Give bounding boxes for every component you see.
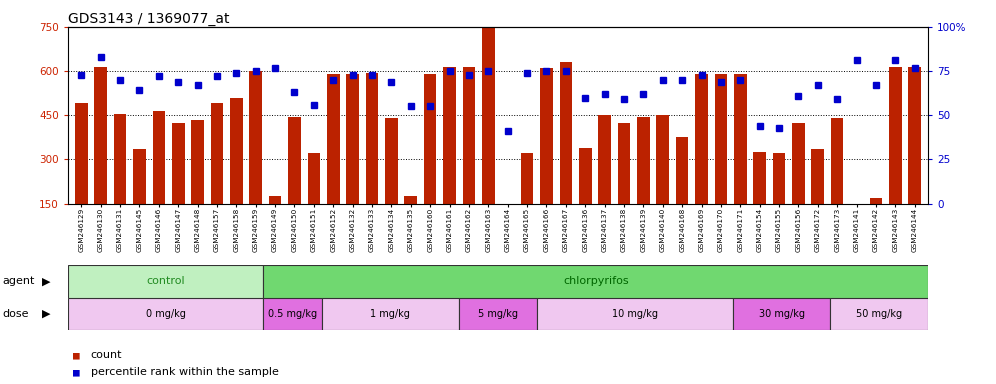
Bar [870, 198, 882, 204]
Text: 30 mg/kg: 30 mg/kg [759, 309, 805, 319]
Bar [560, 62, 572, 204]
Bar [656, 115, 669, 204]
Bar [482, 28, 495, 204]
Bar [521, 154, 534, 204]
Text: ■: ■ [73, 350, 80, 360]
Bar [263, 298, 322, 330]
Bar [695, 74, 708, 204]
Bar [831, 298, 928, 330]
Bar [152, 111, 165, 204]
Bar [114, 114, 126, 204]
Bar [269, 196, 282, 204]
Bar [462, 67, 475, 204]
Bar [75, 103, 88, 204]
Bar [211, 103, 223, 204]
Text: 50 mg/kg: 50 mg/kg [857, 309, 902, 319]
Bar [812, 149, 824, 204]
Text: control: control [146, 276, 185, 286]
Bar [288, 117, 301, 204]
Text: 1 mg/kg: 1 mg/kg [371, 309, 410, 319]
Bar [263, 265, 928, 298]
Bar [133, 149, 145, 204]
Text: 10 mg/kg: 10 mg/kg [612, 309, 658, 319]
Text: 0.5 mg/kg: 0.5 mg/kg [268, 309, 317, 319]
Bar [230, 98, 243, 204]
Bar [889, 67, 901, 204]
Text: agent: agent [2, 276, 35, 286]
Bar [327, 74, 340, 204]
Text: GDS3143 / 1369077_at: GDS3143 / 1369077_at [68, 12, 229, 26]
Bar [322, 298, 459, 330]
Bar [734, 74, 747, 204]
Text: chlorpyrifos: chlorpyrifos [563, 276, 628, 286]
Bar [404, 196, 417, 204]
Bar [540, 68, 553, 204]
Bar [191, 120, 204, 204]
Bar [308, 154, 320, 204]
Text: ■: ■ [73, 367, 80, 377]
Bar [385, 118, 397, 204]
Bar [579, 147, 592, 204]
Bar [773, 154, 785, 204]
Bar [733, 298, 831, 330]
Bar [618, 122, 630, 204]
Bar [753, 152, 766, 204]
Text: 5 mg/kg: 5 mg/kg [478, 309, 518, 319]
Bar [676, 137, 688, 204]
Bar [792, 122, 805, 204]
Bar [908, 67, 921, 204]
Text: 0 mg/kg: 0 mg/kg [145, 309, 185, 319]
Bar [347, 74, 359, 204]
Bar [443, 67, 456, 204]
Bar [537, 298, 733, 330]
Bar [599, 115, 611, 204]
Bar [95, 67, 107, 204]
Bar [831, 118, 844, 204]
Bar [68, 265, 263, 298]
Bar [68, 298, 263, 330]
Text: dose: dose [2, 309, 29, 319]
Bar [714, 74, 727, 204]
Bar [424, 74, 436, 204]
Text: count: count [91, 350, 123, 360]
Text: ▶: ▶ [42, 309, 51, 319]
Bar [172, 122, 184, 204]
Text: percentile rank within the sample: percentile rank within the sample [91, 367, 279, 377]
Text: ▶: ▶ [42, 276, 51, 286]
Bar [637, 117, 649, 204]
Bar [366, 73, 378, 204]
Bar [249, 71, 262, 204]
Bar [459, 298, 537, 330]
